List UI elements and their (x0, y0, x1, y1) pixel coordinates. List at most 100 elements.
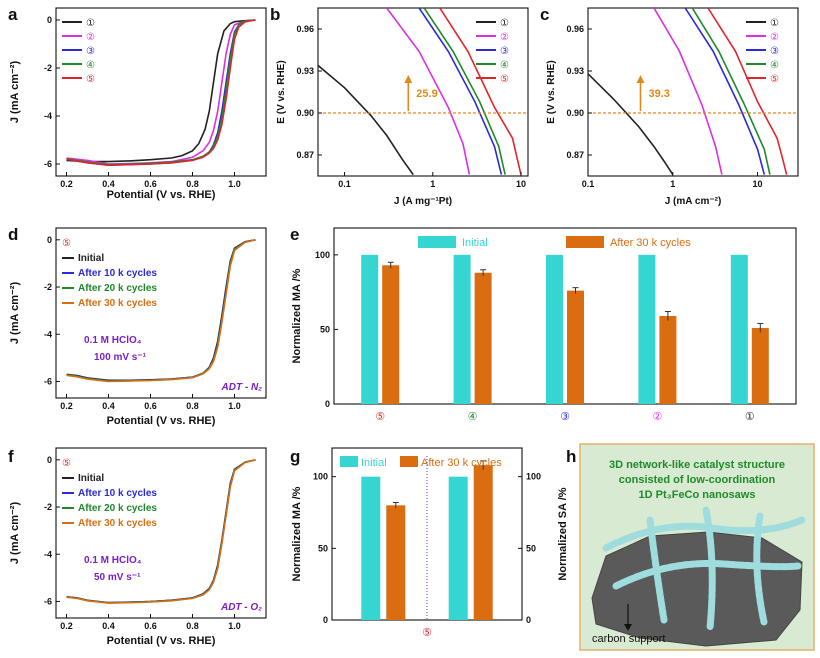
e-category-label-1: ④ (468, 411, 478, 423)
d-ytick-label-1: -2 (44, 282, 52, 292)
d-ytick-label-2: -4 (44, 329, 52, 339)
b-ytick-label-2: 0.93 (296, 66, 314, 76)
panel-label-g: g (290, 447, 300, 466)
a-xtick-label-2: 0.6 (144, 179, 157, 189)
e-legend-swatch-initial (418, 236, 456, 248)
d-axes (55, 227, 267, 399)
b-xlabel: J (A mg⁻¹Pt) (394, 196, 452, 207)
e-ylabel: Normalized MA /% (291, 268, 303, 363)
a-legend-label-3: ④ (86, 60, 95, 71)
c-xtick-label-1: 1 (670, 179, 675, 189)
a-ytick-label-3: -6 (44, 159, 52, 169)
h-carbon-support-sheet (591, 531, 803, 647)
d-xtick-label-1: 0.4 (102, 401, 115, 411)
f-xtick-label-2: 0.6 (144, 621, 157, 631)
f-xtick-label-0: 0.2 (60, 621, 73, 631)
d-legend-label-3: After 30 k cycles (78, 298, 157, 309)
e-legend-label-after: After 30 k cycles (610, 237, 691, 249)
h-nanosaw-strand-3 (702, 506, 716, 632)
f-legend-label-3: After 30 k cycles (78, 518, 157, 529)
b-legend-label-3: ④ (500, 60, 509, 71)
d-sample-label: ⑤ (62, 238, 71, 249)
g-bar-initial-0 (361, 476, 381, 620)
d-legend-label-1: After 10 k cycles (78, 268, 157, 279)
d-condition-electrolyte: 0.1 M HClO₄ (84, 335, 142, 346)
b-legend-label-1: ② (500, 32, 509, 43)
a-series-0 (66, 19, 256, 163)
panel-label-f: f (8, 447, 14, 466)
f-condition-scanrate: 50 mV s⁻¹ (94, 572, 141, 583)
a-legend-label-1: ② (86, 32, 95, 43)
e-category-label-3: ② (652, 411, 662, 423)
b-annotation-arrowhead (404, 75, 413, 83)
c-xlabel: J (mA cm⁻²) (665, 196, 722, 207)
e-bar-after-1 (474, 272, 492, 404)
h-nanosaw-strand-1 (612, 560, 802, 590)
e-category-label-4: ① (745, 411, 755, 423)
d-series-3 (66, 239, 256, 383)
b-axes (317, 7, 529, 177)
f-ylabel: J (mA cm⁻²) (9, 502, 21, 565)
c-ytick-label-1: 0.90 (566, 108, 584, 118)
d-legend-label-2: After 20 k cycles (78, 283, 157, 294)
d-ylabel: J (mA cm⁻²) (9, 282, 21, 345)
a-legend-label-2: ③ (86, 46, 95, 57)
panel-label-e: e (290, 225, 299, 244)
g-ytick-label-2: 100 (313, 472, 328, 482)
c-series-2 (684, 8, 766, 175)
a-ylabel: J (mA cm⁻²) (9, 61, 21, 124)
h-support-arrowhead (624, 624, 632, 631)
d-xtick-label-0: 0.2 (60, 401, 73, 411)
b-ytick-label-0: 0.87 (296, 150, 314, 160)
d-xlabel: Potential (V vs. RHE) (107, 415, 216, 427)
g-legend-label-initial: Initial (361, 457, 387, 469)
e-axes (333, 227, 797, 405)
e-legend-label-initial: Initial (462, 237, 488, 249)
c-axes (587, 7, 799, 177)
h-caption-line3: 1D Pt₃FeCo nanosaws (639, 489, 756, 501)
b-legend-label-0: ① (500, 18, 509, 29)
c-legend-label-1: ② (770, 32, 779, 43)
b-series-3 (423, 8, 506, 175)
b-legend-label-2: ③ (500, 46, 509, 57)
c-ytick-label-3: 0.96 (566, 24, 584, 34)
f-axes (55, 447, 267, 619)
d-ytick-label-3: -6 (44, 376, 52, 386)
g-ytick-right-label-0: 0 (526, 615, 531, 625)
e-bar-initial-2 (546, 254, 563, 404)
g-bar-initial-1 (448, 476, 468, 620)
e-bar-after-0 (382, 265, 400, 404)
f-sample-label: ⑤ (62, 458, 71, 469)
e-ytick-label-0: 0 (325, 399, 330, 409)
h-caption-line1: 3D network-like catalyst structure (609, 459, 785, 471)
b-legend-label-4: ⑤ (500, 74, 509, 85)
e-legend-swatch-after (566, 236, 604, 248)
panel-label-b: b (270, 5, 280, 24)
e-bar-initial-0 (361, 254, 379, 404)
d-legend-label-0: Initial (78, 253, 104, 264)
d-xtick-label-4: 1.0 (228, 401, 241, 411)
g-legend-swatch-after (400, 456, 418, 467)
e-bar-after-4 (751, 327, 769, 404)
panel-label-d: d (8, 225, 18, 244)
g-ytick-right-label-2: 100 (526, 472, 541, 482)
panel-label-a: a (8, 5, 18, 24)
c-xtick-label-2: 10 (753, 179, 763, 189)
g-ytick-label-0: 0 (323, 615, 328, 625)
e-bar-initial-3 (638, 254, 656, 404)
f-condition-electrolyte: 0.1 M HClO₄ (84, 555, 142, 566)
c-ytick-label-2: 0.93 (566, 66, 584, 76)
c-legend-label-0: ① (770, 18, 779, 29)
c-legend-label-2: ③ (770, 46, 779, 57)
b-series-2 (418, 8, 503, 175)
a-series-4 (66, 19, 256, 167)
d-xtick-label-3: 0.8 (186, 401, 199, 411)
b-xtick-label-2: 10 (516, 179, 526, 189)
h-caption-line2: consisted of low-coordination (619, 474, 776, 486)
c-xtick-label-0: 0.1 (582, 179, 595, 189)
g-category-label: ⑤ (422, 627, 432, 639)
b-series-0 (318, 64, 414, 176)
c-legend-label-4: ⑤ (770, 74, 779, 85)
a-xtick-label-4: 1.0 (228, 179, 241, 189)
e-ytick-label-1: 50 (320, 324, 330, 334)
